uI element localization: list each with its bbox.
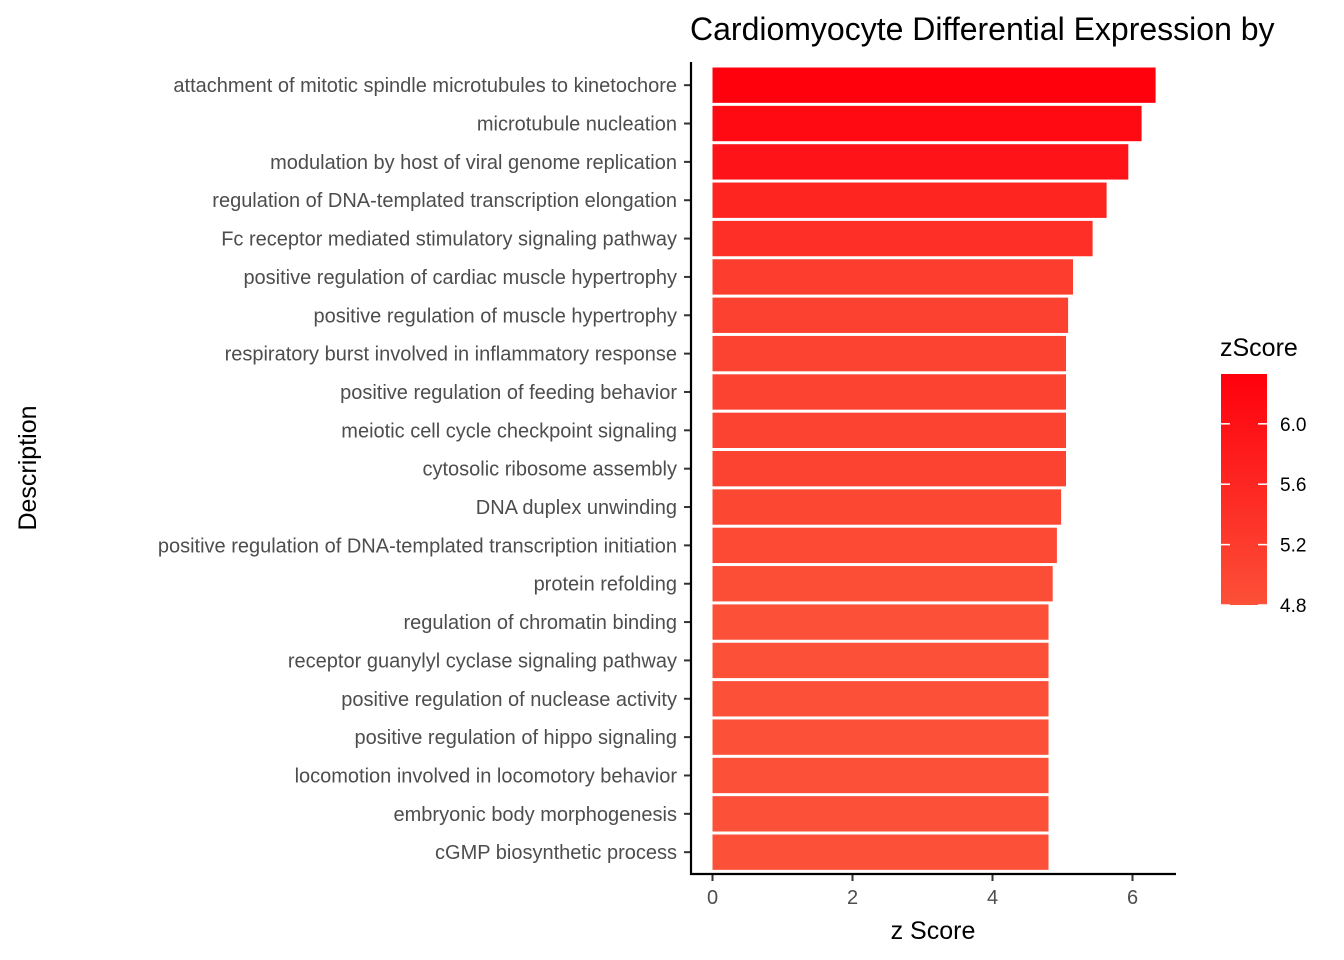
bar bbox=[712, 412, 1066, 448]
y-tick-label: DNA duplex unwinding bbox=[476, 497, 677, 519]
bar bbox=[712, 374, 1066, 410]
bar bbox=[712, 297, 1069, 333]
y-tick-label: meiotic cell cycle checkpoint signaling bbox=[341, 420, 677, 442]
y-tick-label: positive regulation of cardiac muscle hy… bbox=[243, 267, 677, 289]
bar bbox=[712, 144, 1129, 180]
y-tick-label: positive regulation of nuclease activity bbox=[341, 689, 677, 711]
y-tick-label: protein refolding bbox=[534, 574, 677, 596]
legend-tick-label: 5.6 bbox=[1280, 475, 1306, 496]
y-tick-label: regulation of chromatin binding bbox=[403, 612, 677, 634]
bars-group bbox=[712, 67, 1156, 870]
bar bbox=[712, 105, 1142, 142]
y-tick-label: embryonic body morphogenesis bbox=[394, 804, 678, 826]
y-tick-label: microtubule nucleation bbox=[477, 114, 677, 136]
bar bbox=[712, 757, 1049, 794]
bar bbox=[712, 719, 1049, 755]
y-tick-label: positive regulation of muscle hypertroph… bbox=[313, 305, 677, 327]
bar bbox=[712, 604, 1049, 640]
y-tick-label: respiratory burst involved in inflammato… bbox=[225, 344, 677, 366]
bar bbox=[712, 834, 1049, 870]
y-tick-label: regulation of DNA-templated transcriptio… bbox=[212, 190, 677, 212]
bar bbox=[712, 681, 1049, 717]
bar bbox=[712, 527, 1057, 564]
y-tick-label: receptor guanylyl cyclase signaling path… bbox=[288, 650, 677, 672]
bar bbox=[712, 259, 1073, 295]
bar bbox=[712, 642, 1049, 679]
legend-colorbar bbox=[1221, 374, 1267, 605]
y-tick-label: Fc receptor mediated stimulatory signali… bbox=[221, 229, 677, 251]
x-tick-label: 6 bbox=[1127, 887, 1138, 909]
legend-ticks: 6.0 5.6 5.2 4.8 bbox=[1221, 415, 1306, 617]
color-legend: zScore 6.0 5.6 5.2 4.8 bbox=[1220, 334, 1306, 617]
y-axis-title: Description bbox=[14, 405, 42, 530]
legend-tick-label: 5.2 bbox=[1280, 536, 1306, 557]
bar bbox=[712, 220, 1093, 257]
legend-tick-label: 6.0 bbox=[1280, 415, 1306, 436]
bar bbox=[712, 67, 1156, 103]
chart-title: Cardiomyocyte Differential Expression by bbox=[690, 11, 1275, 47]
y-tick-label: locomotion involved in locomotory behavi… bbox=[295, 765, 678, 787]
legend-tick-label: 4.8 bbox=[1280, 596, 1306, 617]
x-tick-label: 4 bbox=[987, 887, 998, 909]
bar bbox=[712, 335, 1066, 372]
y-tick-label: positive regulation of feeding behavior bbox=[340, 382, 677, 404]
bar bbox=[712, 182, 1107, 218]
y-tick-label: positive regulation of hippo signaling bbox=[355, 727, 677, 749]
x-axis-title: z Score bbox=[891, 917, 976, 945]
legend-title: zScore bbox=[1220, 334, 1298, 362]
y-tick-label: attachment of mitotic spindle microtubul… bbox=[173, 75, 677, 97]
bar bbox=[712, 796, 1049, 832]
x-tick-label: 0 bbox=[707, 887, 718, 909]
y-tick-label: positive regulation of DNA-templated tra… bbox=[158, 535, 677, 557]
bar bbox=[712, 489, 1062, 525]
x-axis-ticks: 0 2 4 6 bbox=[707, 874, 1138, 909]
y-tick-label: cytosolic ribosome assembly bbox=[422, 459, 677, 481]
y-tick-label: modulation by host of viral genome repli… bbox=[270, 152, 677, 174]
y-tick-label: cGMP biosynthetic process bbox=[435, 842, 677, 864]
y-axis-ticks: attachment of mitotic spindle microtubul… bbox=[158, 75, 691, 864]
bar bbox=[712, 566, 1053, 602]
bar bbox=[712, 451, 1066, 487]
x-tick-label: 2 bbox=[847, 887, 858, 909]
